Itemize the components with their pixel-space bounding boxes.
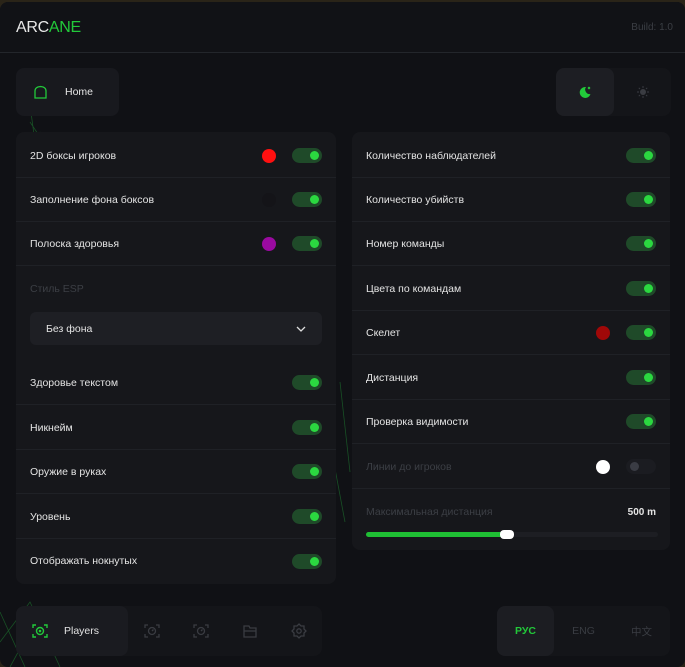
setting-row: Проверка видимости: [352, 400, 670, 444]
setting-row: Линии до игроков: [352, 445, 670, 489]
setting-row: Здоровье текстом: [16, 361, 336, 405]
toggle[interactable]: [626, 414, 656, 429]
toggle[interactable]: [626, 370, 656, 385]
home-button[interactable]: Home: [16, 68, 119, 116]
setting-row: Количество наблюдателей: [352, 134, 670, 178]
toggle[interactable]: [626, 325, 656, 340]
slider-fill: [366, 532, 507, 537]
players-icon: [32, 624, 48, 638]
setting-row: Цвета по командам: [352, 267, 670, 311]
toggle[interactable]: [292, 236, 322, 251]
max-distance-slider[interactable]: [366, 530, 658, 539]
toggle[interactable]: [626, 236, 656, 251]
toggle[interactable]: [626, 148, 656, 163]
setting-row: Полоска здоровья: [16, 222, 336, 266]
lang-eng[interactable]: ENG: [572, 625, 595, 637]
bottom-tabs: Players: [16, 606, 322, 656]
esp-style-label: Стиль ESP: [30, 283, 84, 295]
lang-rus[interactable]: РУС: [497, 606, 554, 656]
language-switcher: РУС ENG 中文: [497, 606, 670, 656]
esp-settings-left-panel: 2D боксы игроков Заполнение фона боксов …: [16, 132, 336, 584]
esp-style-select[interactable]: Без фона: [30, 312, 322, 345]
slider-handle[interactable]: [500, 530, 515, 539]
toggle[interactable]: [626, 192, 656, 207]
logo: ARCANE: [16, 19, 81, 36]
setting-row: Количество убийств: [352, 178, 670, 222]
toggle[interactable]: [626, 281, 656, 296]
aim-icon[interactable]: [144, 623, 160, 639]
gear-icon[interactable]: [291, 623, 307, 639]
build-version: Build: 1.0: [631, 22, 673, 33]
color-picker[interactable]: [596, 325, 610, 340]
toggle[interactable]: [292, 553, 322, 569]
color-picker[interactable]: [596, 459, 610, 474]
setting-row: Уровень: [16, 495, 336, 539]
aim-icon[interactable]: [193, 623, 209, 639]
dark-theme-button[interactable]: [556, 68, 614, 116]
home-icon: [34, 85, 47, 99]
setting-row: Дистанция: [352, 356, 670, 400]
setting-row: Никнейм: [16, 406, 336, 450]
setting-row: Отображать нокнутых: [16, 539, 336, 583]
toggle[interactable]: [292, 375, 322, 390]
toggle[interactable]: [292, 420, 322, 435]
theme-switcher: [556, 68, 671, 116]
max-distance-row: Максимальная дистанция 500 m: [366, 506, 656, 518]
color-picker[interactable]: [262, 148, 276, 163]
moon-icon: [579, 86, 591, 98]
toggle[interactable]: [626, 459, 656, 474]
setting-row: Номер команды: [352, 222, 670, 266]
home-label: Home: [65, 86, 94, 98]
setting-row: Скелет: [352, 311, 670, 355]
setting-row: 2D боксы игроков: [16, 134, 336, 178]
esp-settings-right-panel: Количество наблюдателей Количество убийс…: [352, 132, 670, 550]
toggle[interactable]: [292, 464, 322, 479]
tab-players[interactable]: Players: [16, 606, 128, 656]
setting-row: Заполнение фона боксов: [16, 178, 336, 222]
max-distance-value: 500 m: [627, 506, 656, 518]
color-picker[interactable]: [262, 236, 276, 251]
toggle[interactable]: [292, 192, 322, 207]
toggle[interactable]: [292, 148, 322, 163]
header: ARCANE Build: 1.0: [0, 2, 685, 53]
folder-icon[interactable]: [242, 623, 258, 639]
setting-row: Оружие в руках: [16, 450, 336, 494]
sun-icon: [637, 86, 649, 98]
toggle[interactable]: [292, 509, 322, 524]
light-theme-button[interactable]: [614, 68, 672, 116]
lang-zh[interactable]: 中文: [631, 625, 652, 638]
chevron-down-icon: [296, 326, 306, 332]
color-picker[interactable]: [262, 192, 276, 207]
